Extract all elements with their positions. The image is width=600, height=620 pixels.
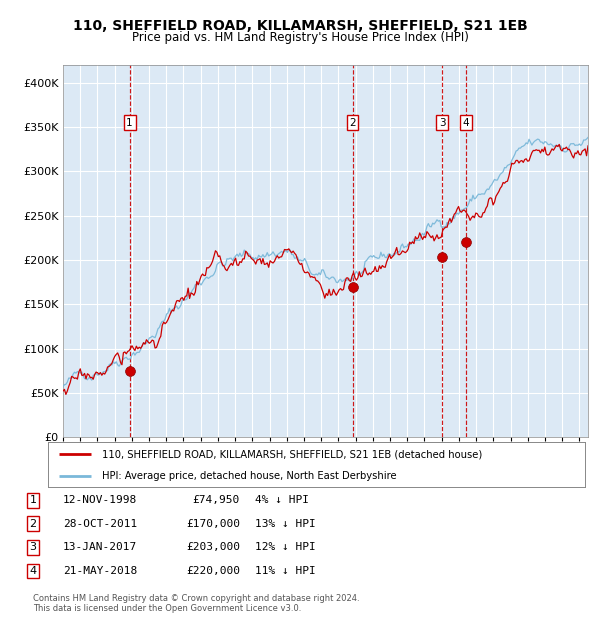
Text: Contains HM Land Registry data © Crown copyright and database right 2024.: Contains HM Land Registry data © Crown c… [33, 593, 359, 603]
Text: 1: 1 [127, 118, 133, 128]
Point [125, 366, 134, 376]
Text: 28-OCT-2011: 28-OCT-2011 [63, 519, 137, 529]
Text: 110, SHEFFIELD ROAD, KILLAMARSH, SHEFFIELD, S21 1EB: 110, SHEFFIELD ROAD, KILLAMARSH, SHEFFIE… [73, 19, 527, 33]
Text: £74,950: £74,950 [193, 495, 240, 505]
Text: HPI: Average price, detached house, North East Derbyshire: HPI: Average price, detached house, Nort… [102, 471, 397, 480]
Text: 13% ↓ HPI: 13% ↓ HPI [255, 519, 316, 529]
Text: 110, SHEFFIELD ROAD, KILLAMARSH, SHEFFIELD, S21 1EB (detached house): 110, SHEFFIELD ROAD, KILLAMARSH, SHEFFIE… [102, 449, 482, 459]
Point [437, 252, 447, 262]
Text: £203,000: £203,000 [186, 542, 240, 552]
Point [348, 281, 358, 291]
Text: 12-NOV-1998: 12-NOV-1998 [63, 495, 137, 505]
Text: 4: 4 [29, 566, 37, 576]
Text: 13-JAN-2017: 13-JAN-2017 [63, 542, 137, 552]
Text: This data is licensed under the Open Government Licence v3.0.: This data is licensed under the Open Gov… [33, 603, 301, 613]
Text: 21-MAY-2018: 21-MAY-2018 [63, 566, 137, 576]
Text: Price paid vs. HM Land Registry's House Price Index (HPI): Price paid vs. HM Land Registry's House … [131, 31, 469, 44]
Text: 2: 2 [349, 118, 356, 128]
Text: 3: 3 [439, 118, 446, 128]
Text: 11% ↓ HPI: 11% ↓ HPI [255, 566, 316, 576]
Text: 12% ↓ HPI: 12% ↓ HPI [255, 542, 316, 552]
Text: 3: 3 [29, 542, 37, 552]
Text: £170,000: £170,000 [186, 519, 240, 529]
Text: 2: 2 [29, 519, 37, 529]
Text: £220,000: £220,000 [186, 566, 240, 576]
Text: 4% ↓ HPI: 4% ↓ HPI [255, 495, 309, 505]
Text: 4: 4 [463, 118, 469, 128]
Text: 1: 1 [29, 495, 37, 505]
Point [461, 237, 470, 247]
